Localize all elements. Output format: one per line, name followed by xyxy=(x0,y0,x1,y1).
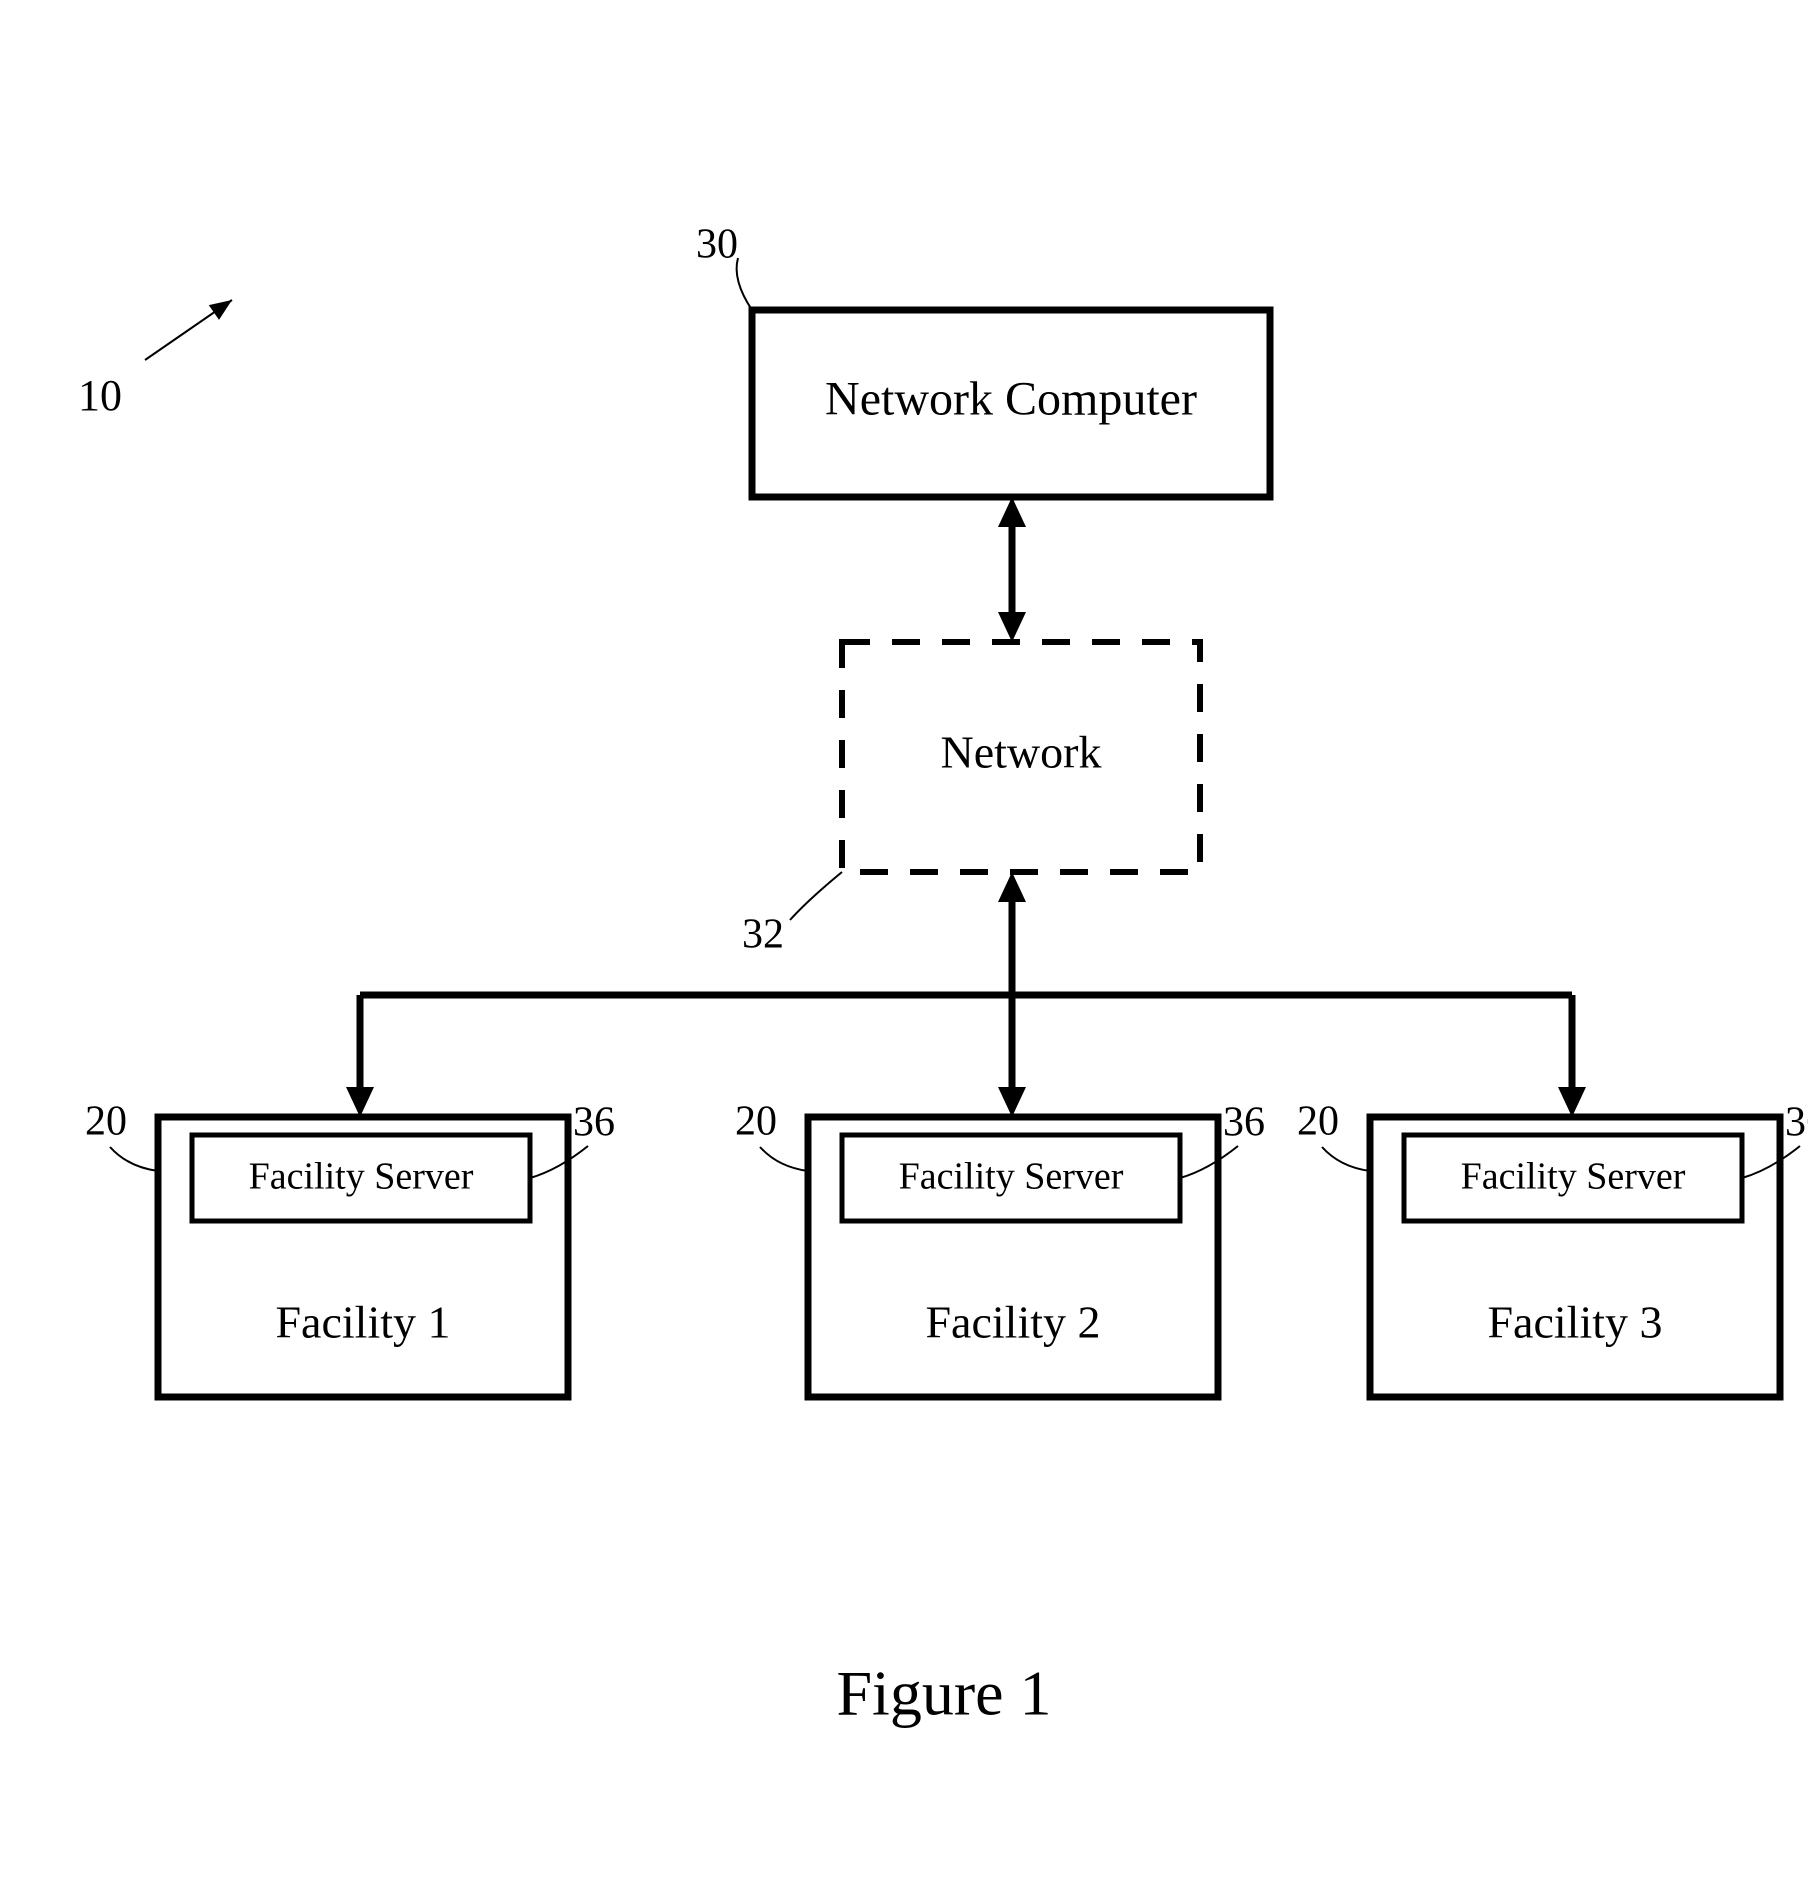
network-ref: 32 xyxy=(742,912,784,958)
arrow-head xyxy=(998,1087,1026,1117)
system-ref-arrowhead xyxy=(209,300,232,320)
server-ref: 36 xyxy=(1223,1100,1265,1146)
facility-ref: 20 xyxy=(85,1099,127,1145)
facility-label: Facility 1 xyxy=(275,1297,450,1348)
server-ref: 36 xyxy=(1785,1100,1808,1146)
figure-caption: Figure 1 xyxy=(836,1658,1051,1729)
facility-server-label: Facility Server xyxy=(249,1156,474,1198)
facility-ref: 20 xyxy=(735,1099,777,1145)
facility-3: Facility Server Facility 3 20 36 xyxy=(1297,1099,1808,1397)
facility-1: Facility Server Facility 1 20 36 xyxy=(85,1099,615,1397)
network-computer-label: Network Computer xyxy=(825,373,1197,426)
arrow-head xyxy=(998,872,1026,902)
facility-2: Facility Server Facility 2 20 36 xyxy=(735,1099,1265,1397)
facility-server-label: Facility Server xyxy=(899,1156,1124,1198)
facility-ref: 20 xyxy=(1297,1099,1339,1145)
network-computer-ref: 30 xyxy=(696,222,738,268)
server-ref: 36 xyxy=(573,1100,615,1146)
facility-ref-leader xyxy=(110,1147,158,1171)
facility-label: Facility 2 xyxy=(925,1297,1100,1348)
system-ref-label: 10 xyxy=(78,371,122,420)
arrow-head xyxy=(346,1087,374,1117)
arrow-head xyxy=(998,497,1026,527)
facility-ref-leader xyxy=(1322,1147,1370,1171)
network-ref-leader xyxy=(790,872,842,920)
diagram-canvas: 10 Network Computer 30 Network 32 Facility Se… xyxy=(0,0,1808,1885)
facility-server-label: Facility Server xyxy=(1461,1156,1686,1198)
arrow-head xyxy=(1558,1087,1586,1117)
facility-ref-leader xyxy=(760,1147,808,1171)
facility-label: Facility 3 xyxy=(1487,1297,1662,1348)
arrow-head xyxy=(998,612,1026,642)
network-label: Network xyxy=(941,727,1102,778)
nc-ref-leader xyxy=(737,258,752,310)
